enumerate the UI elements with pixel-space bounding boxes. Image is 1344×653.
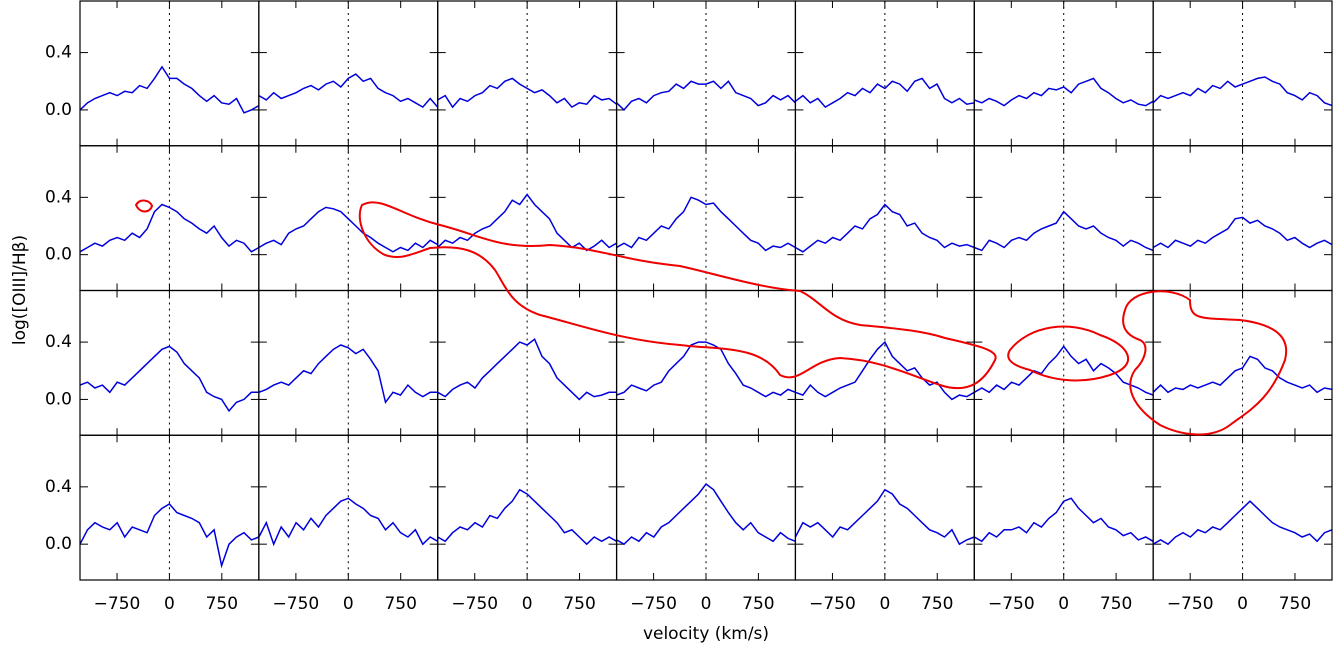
x-tick-label: 0 — [1058, 594, 1069, 614]
spectrum-line — [79, 203, 260, 253]
panel — [973, 145, 1154, 292]
x-tick-label: −750 — [94, 594, 141, 614]
panel — [973, 0, 1154, 147]
y-tick-label: 0.0 — [45, 100, 72, 120]
x-tick-label: 750 — [563, 594, 595, 614]
spectrum-line — [258, 344, 438, 405]
x-tick-label: −750 — [630, 594, 677, 614]
panel — [437, 0, 618, 147]
spectrum-line — [79, 65, 260, 114]
spectrum-line — [974, 210, 1154, 252]
spectrum-line — [973, 345, 1154, 396]
y-tick-label: 0.0 — [45, 389, 72, 409]
x-tick-label: 0 — [1237, 594, 1248, 614]
contour-line — [358, 201, 997, 390]
x-tick-label: 750 — [384, 594, 416, 614]
panel — [794, 0, 975, 147]
contour — [134, 199, 1288, 436]
panel: −750 0 750 — [973, 434, 1154, 614]
y-tick-label: 0.0 — [45, 245, 72, 265]
panel: −750 0 750 0.0 0.4 — [45, 434, 260, 614]
panel: −750 0 750 — [258, 434, 439, 614]
panel: 0.0 0.4 — [45, 0, 260, 147]
spectrum-line — [795, 203, 975, 253]
y-tick-label: 0.4 — [45, 332, 72, 352]
panel-frame — [1152, 434, 1333, 581]
x-tick-label: 750 — [206, 594, 238, 614]
x-tick-label: −750 — [451, 594, 498, 614]
panel: −750 0 750 — [1152, 434, 1333, 614]
x-tick-label: 750 — [1279, 594, 1311, 614]
x-tick-label: 0 — [343, 594, 354, 614]
spectrum-line — [437, 338, 617, 401]
spectrum-line — [258, 73, 439, 109]
panel — [258, 145, 439, 292]
panel: 0.0 0.4 — [45, 145, 260, 292]
spectrum-line — [616, 482, 796, 546]
y-axis-label: log([OIII]/Hβ) — [10, 235, 30, 345]
x-tick-label: 0 — [522, 594, 533, 614]
spectrum-line — [258, 206, 439, 253]
x-tick-label: 0 — [164, 594, 175, 614]
x-tick-label: −750 — [988, 594, 1035, 614]
spectrum-line — [1152, 500, 1333, 546]
spectrum-line — [974, 77, 1154, 107]
x-tick-label: −750 — [1167, 594, 1214, 614]
x-tick-label: −750 — [809, 594, 856, 614]
spectrum-line — [794, 488, 975, 546]
panel: −750 0 750 — [437, 434, 618, 614]
y-tick-label: 0.4 — [45, 477, 72, 497]
spectrum-line — [437, 488, 617, 546]
panel: −750 0 750 — [794, 434, 975, 614]
spectrum-line — [1152, 216, 1333, 249]
x-tick-label: −750 — [273, 594, 320, 614]
panel — [1152, 289, 1333, 436]
spectrum-line — [795, 340, 975, 401]
contour-line — [1007, 325, 1130, 382]
spectrum-line — [794, 77, 975, 109]
panel: −750 0 750 — [615, 434, 797, 614]
contour-line — [134, 199, 154, 213]
spectrum-line — [1152, 355, 1333, 394]
spectrum-line — [616, 341, 796, 398]
spectrum-line — [616, 80, 796, 111]
panel — [437, 289, 618, 436]
x-tick-label: 750 — [742, 594, 774, 614]
y-tick-label: 0.4 — [45, 43, 72, 63]
panel — [258, 0, 439, 147]
spectrum-line — [79, 345, 259, 413]
panel — [258, 289, 439, 436]
y-tick-label: 0.4 — [45, 187, 72, 207]
contour-line — [1122, 290, 1288, 436]
spectrum-line — [1152, 76, 1333, 107]
x-tick-label: 0 — [879, 594, 890, 614]
spectrum-line — [437, 77, 618, 109]
panel — [794, 145, 975, 292]
spectrum-line — [616, 196, 796, 252]
panel — [437, 145, 618, 292]
spectrum-line — [79, 503, 260, 569]
x-tick-label: 750 — [921, 594, 953, 614]
x-axis-label: velocity (km/s) — [643, 624, 769, 644]
panel — [615, 0, 797, 147]
y-tick-label: 0.0 — [45, 534, 72, 554]
panel — [1152, 0, 1333, 147]
panel — [615, 145, 797, 292]
x-tick-label: 750 — [1100, 594, 1132, 614]
spectrum-line — [973, 497, 1154, 543]
spectrum-line — [258, 497, 439, 547]
x-tick-label: 0 — [701, 594, 712, 614]
panel: 0.0 0.4 — [45, 289, 260, 436]
panel — [1152, 145, 1333, 292]
